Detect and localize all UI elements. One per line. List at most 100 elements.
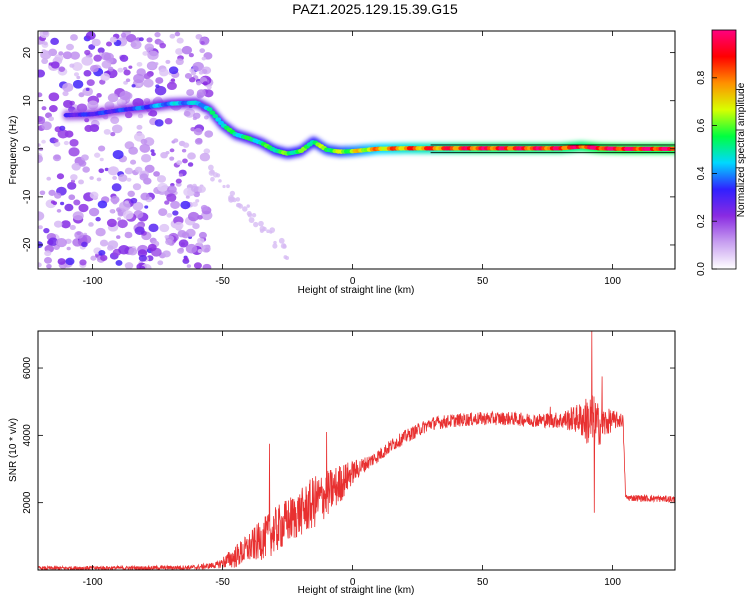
spectrogram-y-tick-label: 0	[22, 146, 33, 152]
noise-speckle	[62, 90, 69, 97]
noise-speckle	[52, 154, 62, 162]
noise-speckle	[99, 157, 104, 162]
noise-speckle	[78, 203, 89, 213]
noise-speckle	[151, 152, 156, 157]
noise-speckle	[156, 175, 167, 183]
noise-speckle	[112, 149, 124, 160]
noise-speckle	[57, 129, 69, 139]
noise-speckle	[184, 110, 191, 117]
noise-speckle	[164, 234, 169, 239]
noise-speckle	[162, 250, 171, 258]
noise-speckle	[105, 41, 113, 47]
noise-speckle	[166, 81, 177, 91]
noise-speckle	[147, 62, 156, 70]
noise-speckle	[206, 85, 212, 90]
noise-speckle	[147, 243, 157, 252]
noise-speckle	[66, 246, 71, 251]
noise-speckle	[159, 42, 167, 49]
noise-speckle	[66, 43, 74, 51]
noise-speckle	[134, 166, 143, 173]
noise-speckle	[46, 176, 52, 181]
noise-speckle	[176, 160, 183, 166]
noise-speckle	[137, 249, 148, 258]
noise-speckle	[73, 72, 80, 77]
noise-speckle	[153, 171, 160, 177]
noise-speckle	[120, 32, 127, 38]
noise-speckle	[90, 255, 97, 261]
snr-background	[38, 331, 675, 570]
noise-speckle	[190, 185, 199, 193]
noise-speckle	[48, 92, 60, 102]
noise-speckle	[41, 121, 52, 131]
noise-speckle	[278, 237, 285, 244]
noise-speckle	[107, 93, 119, 103]
spectrogram-frame	[37, 30, 676, 270]
noise-speckle	[112, 175, 118, 180]
noise-speckle	[68, 194, 76, 201]
noise-speckle	[85, 31, 96, 40]
noise-speckle	[203, 148, 211, 154]
snr-y-tick-label: 4000	[22, 424, 33, 447]
noise-speckle	[48, 189, 56, 196]
spectrogram-x-label: Height of straight line (km)	[298, 285, 415, 296]
noise-speckle	[193, 128, 203, 136]
noise-speckle	[104, 167, 109, 172]
noise-speckle	[185, 243, 198, 254]
noise-speckle	[143, 137, 155, 146]
noise-speckle	[123, 69, 131, 76]
noise-speckle	[89, 64, 99, 73]
noise-speckle	[136, 82, 142, 87]
noise-speckle	[69, 63, 75, 68]
noise-speckle	[248, 217, 255, 223]
noise-speckle	[117, 67, 124, 73]
noise-speckle	[67, 182, 77, 190]
noise-speckle	[258, 220, 264, 227]
noise-speckle	[242, 206, 248, 212]
noise-speckle	[187, 162, 194, 167]
noise-speckle	[69, 224, 76, 231]
noise-speckle	[126, 177, 132, 182]
noise-speckle	[203, 89, 214, 98]
noise-speckle	[188, 53, 194, 58]
noise-speckle	[117, 217, 122, 221]
noise-speckle	[195, 137, 203, 144]
noise-speckle	[38, 69, 46, 78]
noise-speckle	[65, 257, 75, 266]
noise-speckle	[72, 79, 84, 89]
noise-speckle	[101, 52, 111, 61]
noise-speckle	[146, 37, 153, 43]
noise-speckle	[207, 164, 214, 171]
noise-speckle	[192, 112, 201, 119]
noise-speckle	[143, 78, 154, 88]
noise-speckle	[208, 170, 215, 176]
noise-speckle	[218, 179, 222, 183]
noise-speckle	[164, 117, 173, 125]
noise-speckle	[195, 33, 203, 40]
noise-speckle	[79, 259, 87, 266]
noise-speckle	[98, 249, 106, 256]
spectrogram-x-axis: -100 -50 0 50 100	[83, 31, 621, 287]
noise-speckle	[71, 62, 83, 71]
noise-speckle	[119, 90, 131, 101]
noise-speckle	[126, 33, 137, 43]
ridge-cell	[215, 117, 222, 122]
noise-speckle	[160, 151, 168, 159]
noise-speckle	[97, 200, 108, 209]
noise-speckle	[97, 47, 105, 54]
noise-speckle	[164, 200, 170, 205]
noise-speckle	[154, 31, 161, 38]
noise-speckle	[165, 238, 173, 246]
ridge-cell	[212, 113, 219, 119]
spectrogram-ridge-core	[63, 100, 675, 156]
noise-speckle	[43, 227, 50, 234]
noise-speckle	[159, 223, 170, 233]
noise-speckle	[88, 207, 100, 217]
noise-speckle	[124, 262, 134, 269]
noise-speckle	[197, 185, 206, 193]
noise-speckle	[170, 78, 176, 82]
noise-speckle	[157, 260, 164, 266]
noise-speckle	[192, 61, 204, 72]
noise-speckle	[174, 221, 184, 230]
noise-speckle	[183, 256, 189, 261]
noise-speckle	[269, 227, 276, 233]
